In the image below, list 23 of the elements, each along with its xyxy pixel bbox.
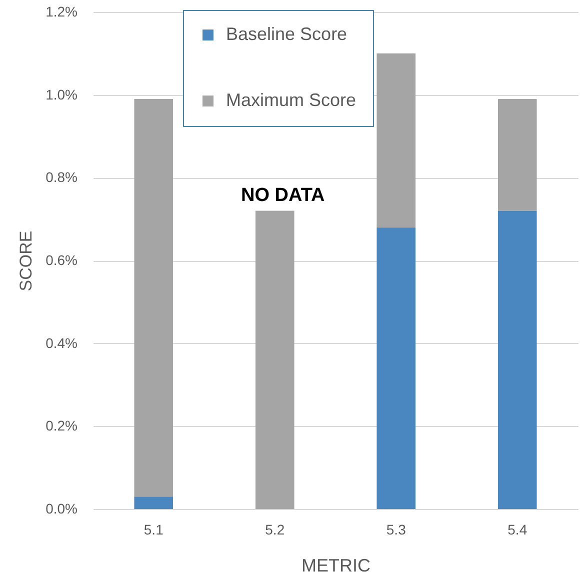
x-tick-label: 5.1 xyxy=(144,522,164,538)
y-axis-title: SCORE xyxy=(16,230,36,292)
bar xyxy=(255,210,294,509)
bar xyxy=(498,98,537,211)
annotation: NO DATA xyxy=(241,184,326,206)
x-axis-title: METRIC xyxy=(302,556,370,575)
bar xyxy=(498,210,537,509)
bar xyxy=(376,53,416,228)
x-tick-label: 5.2 xyxy=(265,522,285,538)
y-tick-label: 0.4% xyxy=(46,334,78,351)
legend-label: Maximum Score xyxy=(226,90,356,110)
bar xyxy=(134,98,174,497)
y-tick-label: 0.2% xyxy=(46,418,78,434)
x-tick-label: 5.4 xyxy=(508,522,528,538)
y-tick-label: 1.0% xyxy=(46,86,78,102)
y-tick-label: 0.0% xyxy=(46,500,78,516)
y-tick-label: 0.8% xyxy=(46,169,78,186)
legend-label: Baseline Score xyxy=(226,24,348,44)
bar xyxy=(134,496,174,509)
y-tick-label: 1.2% xyxy=(46,4,78,20)
bar xyxy=(376,227,416,509)
y-tick-label: 0.6% xyxy=(46,252,78,268)
x-tick-label: 5.3 xyxy=(386,522,406,538)
